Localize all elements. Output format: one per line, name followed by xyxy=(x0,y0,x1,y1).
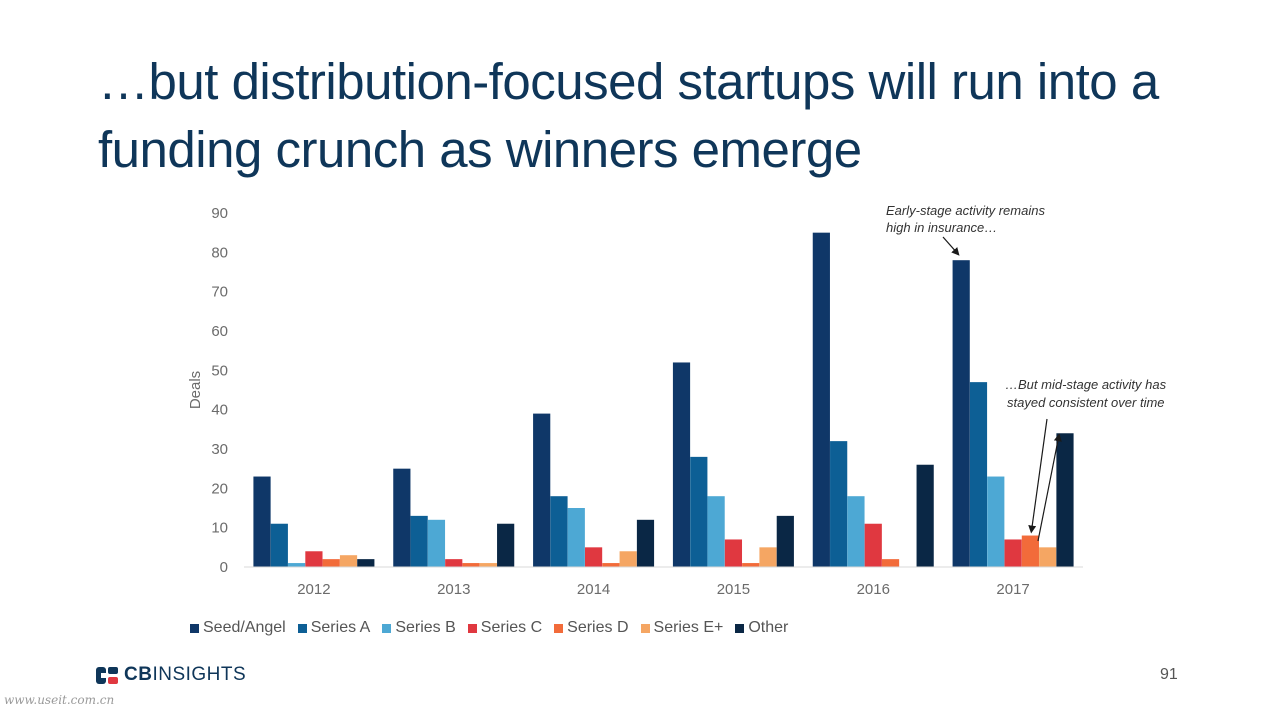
x-tick-label: 2015 xyxy=(717,581,750,598)
y-tick-label: 50 xyxy=(211,362,228,379)
annotation-arrow xyxy=(942,236,960,256)
x-tick-label: 2014 xyxy=(577,581,610,598)
bar-series-d-2016 xyxy=(881,559,900,567)
x-tick-label: 2017 xyxy=(996,581,1029,598)
legend-label: Series A xyxy=(310,619,371,636)
bar-series-d-2015 xyxy=(742,563,760,567)
bar-series-d-2014 xyxy=(602,563,620,567)
bar-other-2016 xyxy=(916,464,934,567)
bar-series-a-2017 xyxy=(969,382,988,567)
bar-series-e--2013 xyxy=(479,563,497,567)
bar-series-e--2012 xyxy=(339,555,358,567)
bar-series-d-2017 xyxy=(1021,535,1039,567)
bar-series-a-2014 xyxy=(550,496,568,567)
legend-item: Other xyxy=(735,619,788,637)
legend-label: Other xyxy=(748,619,789,636)
bar-series-a-2012 xyxy=(270,523,288,567)
legend-label: Series B xyxy=(395,619,456,636)
page-title: …but distribution-focused startups will … xyxy=(98,53,1159,178)
y-tick-label: 90 xyxy=(211,205,228,222)
bar-series-e--2015 xyxy=(759,547,777,567)
logo-text-bold: CB xyxy=(124,664,153,685)
annotation-line: stayed consistent over time xyxy=(1007,395,1165,410)
cb-insights-logo-mark-icon xyxy=(96,666,118,684)
bar-series-b-2012 xyxy=(288,563,306,567)
legend-label: Series E+ xyxy=(653,619,724,636)
bar-seed-angel-2012 xyxy=(253,476,271,567)
x-tick-label: 2012 xyxy=(297,581,330,598)
bar-series-a-2015 xyxy=(690,456,708,567)
legend-item: Series B xyxy=(382,619,456,637)
legend-swatch xyxy=(735,623,745,633)
legend-label: Series C xyxy=(480,619,543,636)
bar-series-c-2014 xyxy=(584,547,603,567)
bar-series-c-2017 xyxy=(1004,539,1022,567)
bar-series-b-2015 xyxy=(707,496,725,567)
bar-seed-angel-2017 xyxy=(952,260,970,567)
y-tick-label: 30 xyxy=(211,441,228,458)
y-tick-label: 10 xyxy=(211,520,228,537)
annotation-line: …But mid-stage activity has xyxy=(1005,377,1167,392)
legend-swatch xyxy=(382,623,392,633)
legend-label: Series D xyxy=(567,619,629,636)
y-axis-label: Deals xyxy=(187,371,204,409)
bar-series-c-2016 xyxy=(864,523,882,567)
bar-series-a-2016 xyxy=(830,441,848,567)
annotation-mid-stage: …But mid-stage activity has stayed consis… xyxy=(1005,377,1167,410)
annotation-arrow xyxy=(1037,433,1062,542)
legend-item: Seed/Angel xyxy=(190,619,286,637)
y-tick-label: 60 xyxy=(211,323,228,340)
y-tick-label: 70 xyxy=(211,284,228,301)
bar-series-b-2014 xyxy=(567,508,585,567)
bar-other-2012 xyxy=(357,559,375,567)
y-tick-label: 40 xyxy=(211,402,228,419)
y-tick-label: 20 xyxy=(211,480,228,497)
bar-other-2017 xyxy=(1056,433,1074,567)
bar-other-2014 xyxy=(636,519,655,567)
bar-series-e--2017 xyxy=(1039,547,1057,567)
bar-series-c-2015 xyxy=(724,539,743,567)
bar-seed-angel-2013 xyxy=(393,468,411,567)
legend-swatch xyxy=(297,623,307,633)
legend-swatch xyxy=(467,623,477,633)
y-tick-label: 80 xyxy=(211,244,228,261)
bar-series-b-2016 xyxy=(847,496,865,567)
cb-insights-logo: CBINSIGHTS xyxy=(96,664,246,686)
logo-text: CBINSIGHTS xyxy=(124,664,246,686)
bar-other-2013 xyxy=(497,523,515,567)
bar-seed-angel-2014 xyxy=(533,413,551,567)
legend-swatch xyxy=(640,623,650,633)
bar-seed-angel-2015 xyxy=(672,362,691,567)
bar-other-2015 xyxy=(776,515,794,567)
legend-item: Series A xyxy=(297,619,371,637)
legend-swatch xyxy=(190,623,199,633)
x-tick-label: 2013 xyxy=(437,581,470,598)
bar-series-d-2012 xyxy=(322,559,340,567)
bar-series-a-2013 xyxy=(410,515,428,567)
y-tick-label: 0 xyxy=(220,559,228,576)
legend-swatch xyxy=(554,623,564,633)
chart-legend: Seed/Angel Series A Series B Series C Series… xyxy=(190,619,788,637)
bar-series-c-2013 xyxy=(445,559,463,567)
bar-series-b-2017 xyxy=(987,476,1005,567)
legend-item: Series C xyxy=(467,619,543,637)
legend-label: Seed/Angel xyxy=(203,619,286,636)
annotation-early-stage: Early-stage activity remains high in insu… xyxy=(886,203,1045,235)
page-number: 91 xyxy=(1160,666,1178,683)
annotation-line: Early-stage activity remains xyxy=(886,203,1045,218)
watermark: www.useit.com.cn xyxy=(4,693,115,707)
legend-item: Series D xyxy=(554,619,629,637)
x-tick-label: 2016 xyxy=(857,581,890,598)
bar-series-d-2013 xyxy=(462,563,480,567)
bar-series-e--2014 xyxy=(619,551,637,567)
bar-series-b-2013 xyxy=(427,519,446,567)
logo-text-rest: INSIGHTS xyxy=(152,664,247,685)
bar-series-c-2012 xyxy=(305,551,323,567)
annotation-line: high in insurance… xyxy=(886,220,997,235)
bar-seed-angel-2016 xyxy=(812,232,830,567)
annotation-arrow xyxy=(1028,418,1048,534)
legend-item: Series E+ xyxy=(640,619,724,637)
